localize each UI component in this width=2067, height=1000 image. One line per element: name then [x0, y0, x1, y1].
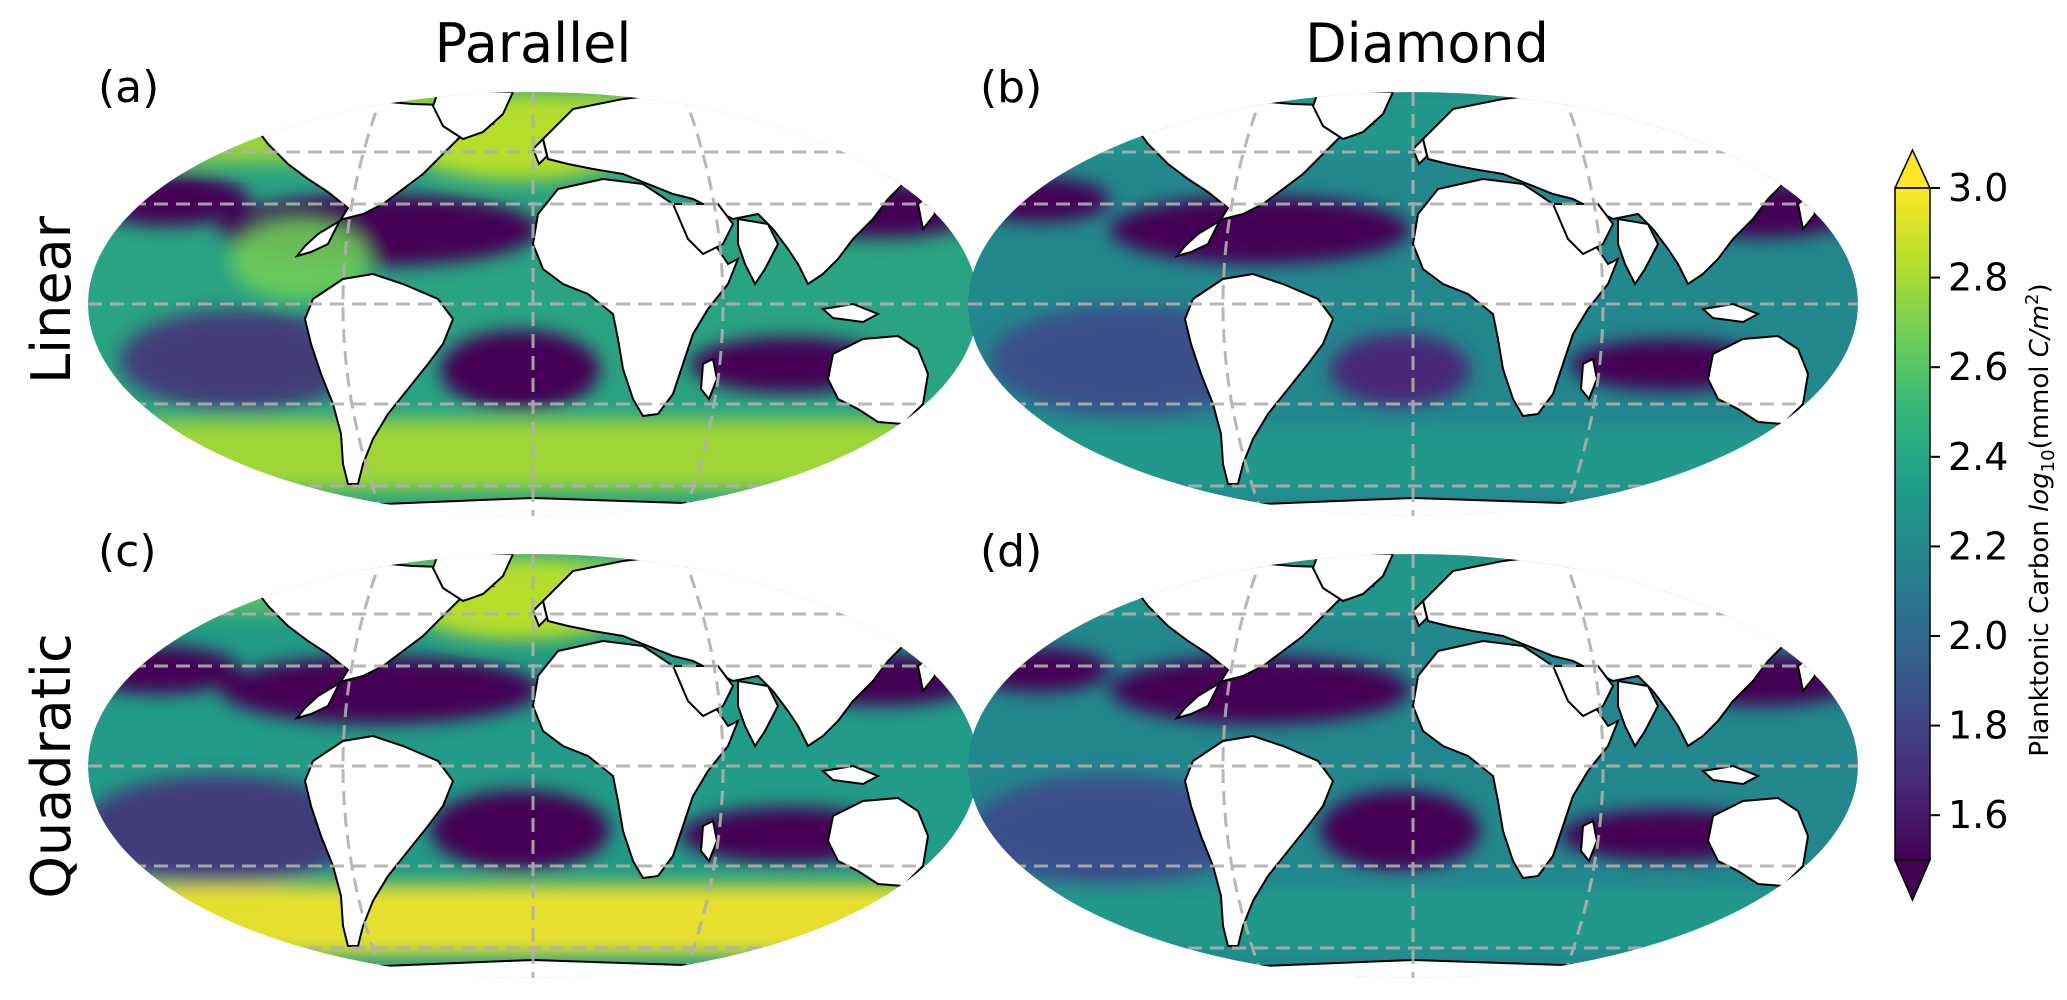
colorbar-gradient — [1895, 188, 1930, 860]
colorbar: 3.0 2.8 2.6 2.4 2.2 2.0 1.8 1.6 Planktonic Carb… — [1893, 148, 2059, 902]
panel-c-map — [88, 554, 978, 978]
row-title-quadratic: Quadratic — [20, 633, 83, 898]
panel-label-b: (b) — [980, 62, 1042, 113]
panel-a-map — [88, 92, 978, 516]
colorbar-tick-label: 2.6 — [1948, 345, 2008, 389]
panel-label-a: (a) — [98, 62, 159, 113]
row-title-linear: Linear — [20, 215, 83, 384]
panel-label-c: (c) — [98, 526, 157, 577]
colorbar-tick-label: 1.8 — [1948, 704, 2008, 748]
panel-d-map — [968, 554, 1858, 978]
colorbar-ticks: 3.0 2.8 2.6 2.4 2.2 2.0 1.8 1.6 — [1930, 166, 2008, 837]
colorbar-tick-label: 2.8 — [1948, 256, 2008, 300]
column-title-diamond: Diamond — [1305, 12, 1549, 75]
colorbar-tick-label: 2.0 — [1948, 614, 2008, 658]
colorbar-tick-label: 1.6 — [1948, 793, 2008, 837]
panel-label-d: (d) — [980, 526, 1042, 577]
colorbar-tick-label: 2.4 — [1948, 435, 2008, 479]
column-title-parallel: Parallel — [435, 12, 632, 75]
colorbar-label: Planktonic Carbon log10(mmol C/m2) — [2022, 283, 2059, 756]
colorbar-tick-label: 2.2 — [1948, 524, 2008, 568]
panel-b-map — [968, 92, 1858, 516]
colorbar-tick-label: 3.0 — [1948, 166, 2008, 210]
colorbar-extend-min — [1893, 859, 1932, 902]
colorbar-extend-max — [1893, 148, 1932, 189]
